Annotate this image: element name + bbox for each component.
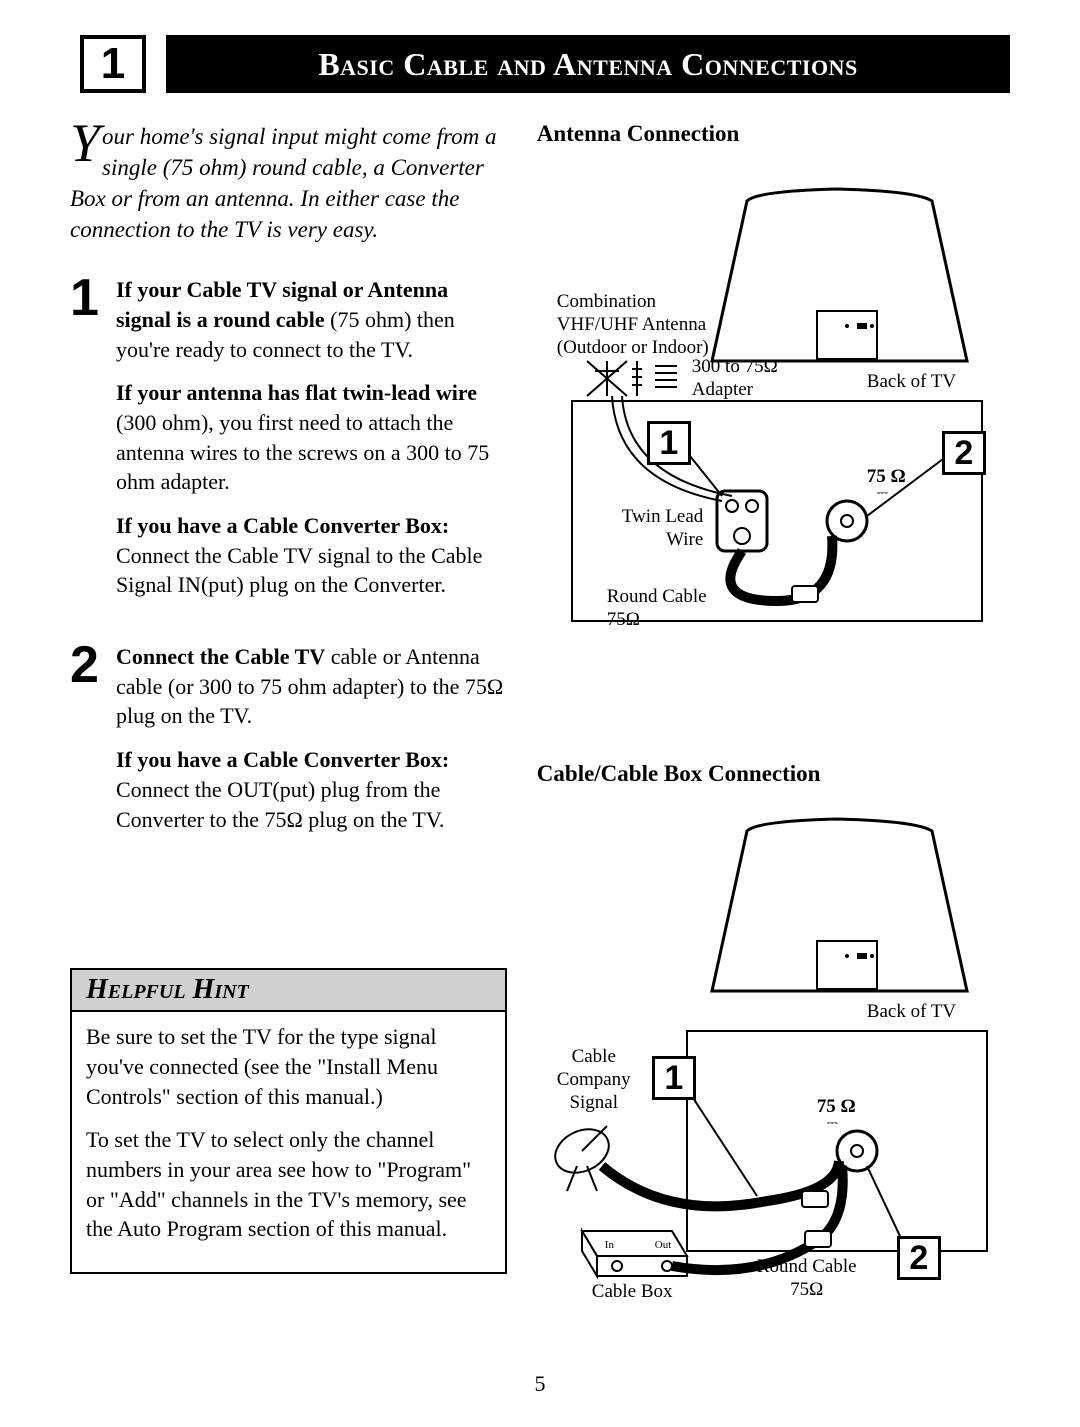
- hint-para-2: To set the TV to select only the channel…: [86, 1125, 491, 1244]
- step-1-para-3: If you have a Cable Converter Box: Conne…: [116, 511, 507, 600]
- diagram1-callout-1: 1: [647, 421, 691, 465]
- step-2-para-2-bold: If you have a Cable Converter Box:: [116, 747, 449, 772]
- label-twin-lead: Twin Lead Wire: [622, 506, 704, 552]
- step-2-para-1-bold: Connect the Cable TV: [116, 644, 325, 669]
- diagram2-heading: Cable/Cable Box Connection: [537, 761, 1010, 787]
- step-1-para-2-rest: (300 ohm), you first need to attach the …: [116, 410, 489, 494]
- cable-diagram: Back of TV Cable Company Signal 75 Ω ⎓ R…: [537, 801, 1010, 1341]
- helpful-hint-body: Be sure to set the TV for the type signa…: [72, 1012, 505, 1272]
- step-1-para-3-rest: Connect the Cable TV signal to the Cable…: [116, 543, 482, 598]
- left-column: Your home's signal input might come from…: [70, 121, 507, 1341]
- label-out: Out: [655, 1239, 672, 1252]
- label-75ohm-symbol-1: ⎓: [877, 486, 888, 503]
- step-2-number: 2: [70, 642, 116, 848]
- label-cable-company: Cable Company Signal: [557, 1046, 631, 1114]
- step-1: 1 If your Cable TV signal or Antenna sig…: [70, 275, 507, 614]
- step-2-para-2-rest: Connect the OUT(put) plug from the Conve…: [116, 777, 444, 832]
- label-round-cable-1: Round Cable 75Ω: [607, 586, 707, 632]
- label-round-cable-2: Round Cable 75Ω: [757, 1256, 857, 1302]
- step-1-para-1: If your Cable TV signal or Antenna signa…: [116, 275, 507, 364]
- helpful-hint-box: Helpful Hint Be sure to set the TV for t…: [70, 968, 507, 1274]
- label-back-of-tv-2: Back of TV: [867, 1001, 956, 1024]
- diagram1-heading: Antenna Connection: [537, 121, 1010, 147]
- right-column: Antenna Connection: [537, 121, 1010, 1341]
- diagram1-callout-2: 2: [942, 431, 986, 475]
- step-1-para-2-bold: If your antenna has flat twin-lead wire: [116, 380, 477, 405]
- page-number: 5: [70, 1371, 1010, 1397]
- label-cable-box: Cable Box: [592, 1281, 673, 1304]
- intro-text: our home's signal input might come from …: [70, 124, 496, 242]
- label-in: In: [605, 1239, 614, 1252]
- step-2-para-2: If you have a Cable Converter Box: Conne…: [116, 745, 507, 834]
- step-1-body: If your Cable TV signal or Antenna signa…: [116, 275, 507, 614]
- antenna-diagram: Combination VHF/UHF Antenna (Outdoor or …: [537, 161, 1010, 701]
- diagram2-callout-1: 1: [652, 1056, 696, 1100]
- step-2: 2 Connect the Cable TV cable or Antenna …: [70, 642, 507, 848]
- section-header: 1 Basic Cable and Antenna Connections: [80, 35, 1010, 93]
- label-75ohm-symbol-2: ⎓: [827, 1116, 838, 1133]
- label-back-of-tv-1: Back of TV: [867, 371, 956, 394]
- section-title: Basic Cable and Antenna Connections: [166, 35, 1010, 93]
- step-1-para-2: If your antenna has flat twin-lead wire …: [116, 378, 507, 497]
- helpful-hint-title: Helpful Hint: [72, 970, 505, 1012]
- step-2-para-1: Connect the Cable TV cable or Antenna ca…: [116, 642, 507, 731]
- diagram2-callout-2: 2: [897, 1236, 941, 1280]
- label-adapter: 300 to 75Ω Adapter: [692, 356, 778, 402]
- step-1-number: 1: [70, 275, 116, 614]
- section-number: 1: [101, 39, 125, 89]
- intro-paragraph: Your home's signal input might come from…: [70, 121, 507, 245]
- hint-para-1: Be sure to set the TV for the type signa…: [86, 1022, 491, 1111]
- label-combo-antenna: Combination VHF/UHF Antenna (Outdoor or …: [557, 291, 709, 359]
- step-1-para-3-bold: If you have a Cable Converter Box:: [116, 513, 449, 538]
- step-2-body: Connect the Cable TV cable or Antenna ca…: [116, 642, 507, 848]
- section-number-box: 1: [80, 35, 146, 93]
- intro-dropcap: Y: [70, 121, 102, 167]
